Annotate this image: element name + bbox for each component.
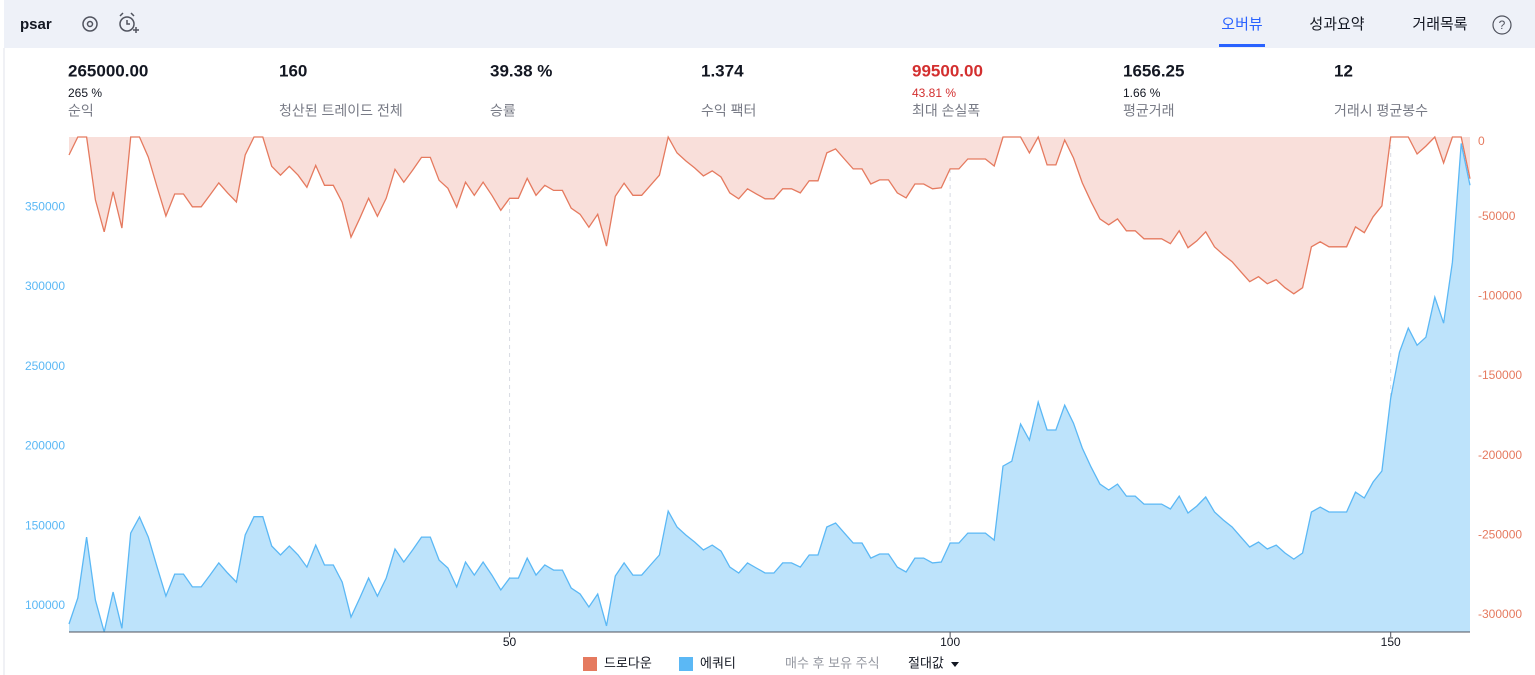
legend-swatch: [583, 657, 597, 671]
y-tick-label: 250000: [25, 359, 65, 373]
alert-icon[interactable]: [119, 12, 139, 33]
area-fill: [69, 137, 1470, 294]
legend-swatch: [679, 657, 693, 671]
series-line: [68, 135, 1471, 295]
y2-tick-label: -150000: [1478, 368, 1522, 382]
help-text: ?: [1499, 18, 1506, 32]
stat-label: 청산된 트레이드 전체: [279, 103, 403, 119]
y-tick-label: 200000: [25, 439, 65, 453]
stat-label: 수익 팩터: [701, 103, 756, 119]
stat-value: 99500.00: [912, 61, 983, 80]
dropdown-caret[interactable]: [951, 662, 959, 667]
settings-icon[interactable]: [82, 16, 98, 32]
y2-tick-label: -300000: [1478, 607, 1522, 621]
legend-label[interactable]: 에쿼티: [700, 655, 736, 670]
stat-label: 거래시 평균봉수: [1334, 103, 1428, 119]
stat-label: 평균거래: [1123, 103, 1175, 119]
stat-value: 160: [279, 61, 307, 80]
stat-value: 1.374: [701, 61, 744, 80]
y2-tick-label: -250000: [1478, 527, 1522, 541]
area-fill: [69, 143, 1470, 632]
stat-label: 최대 손실폭: [912, 103, 980, 119]
y2-tick-label: 0: [1478, 134, 1485, 148]
y2-tick-label: -200000: [1478, 448, 1522, 462]
x-tick-label: 50: [503, 635, 517, 649]
x-tick-label: 100: [940, 635, 960, 649]
stat-value: 1656.25: [1123, 61, 1184, 80]
x-tick-label: 150: [1381, 635, 1401, 649]
stat-label: 승률: [490, 103, 516, 119]
series-line: [68, 143, 1471, 633]
y-tick-label: 100000: [25, 598, 65, 612]
y-tick-label: 350000: [25, 199, 65, 213]
y-tick-label: 150000: [25, 518, 65, 532]
stat-value: 265000.00: [68, 61, 148, 80]
stat-sub: 43.81 %: [912, 86, 956, 100]
top-bar: [4, 0, 1535, 48]
tab[interactable]: 성과요약: [1309, 16, 1364, 33]
legend-label[interactable]: 드로다운: [604, 655, 652, 670]
strategy-name: psar: [20, 16, 52, 33]
active-tab-underline: [1219, 44, 1265, 47]
y2-tick-label: -50000: [1478, 209, 1516, 223]
stat-value: 12: [1334, 61, 1353, 80]
y-tick-label: 300000: [25, 279, 65, 293]
help-icon[interactable]: [1492, 15, 1512, 35]
buy-hold-toggle[interactable]: 매수 후 보유 주식: [785, 655, 880, 670]
stat-value: 39.38 %: [490, 61, 552, 80]
scale-mode[interactable]: 절대값: [908, 655, 944, 670]
tab[interactable]: 거래목록: [1412, 16, 1467, 33]
stat-label: 순익: [68, 103, 94, 119]
stat-sub: 265 %: [68, 86, 102, 100]
tab[interactable]: 오버뷰: [1221, 16, 1263, 33]
y2-tick-label: -100000: [1478, 288, 1522, 302]
stat-sub: 1.66 %: [1123, 86, 1161, 100]
